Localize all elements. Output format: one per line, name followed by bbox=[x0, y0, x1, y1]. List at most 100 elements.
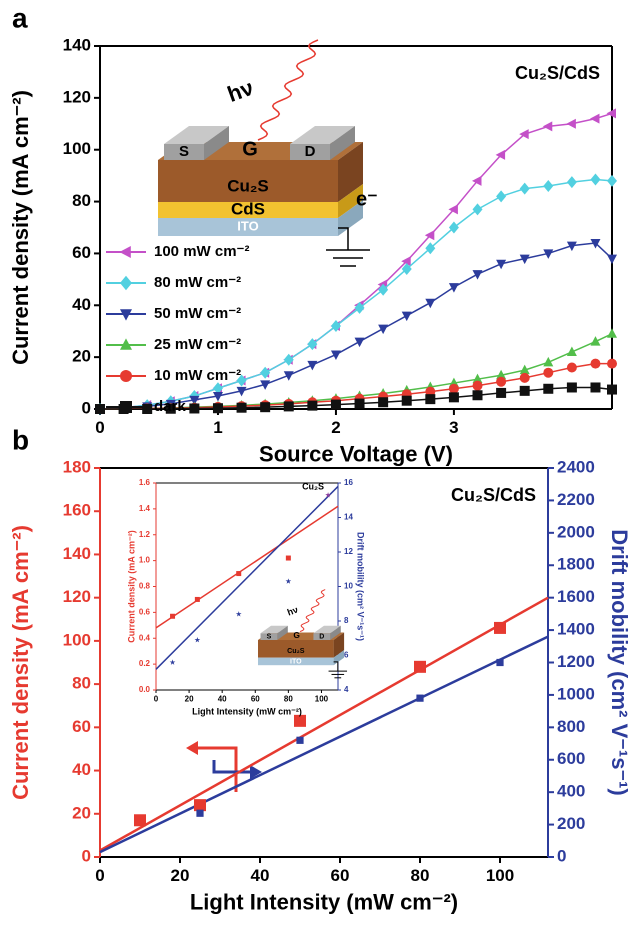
y-tick-label: 140 bbox=[63, 35, 91, 54]
legend-label: 25 mW cm⁻² bbox=[154, 336, 241, 353]
marker bbox=[95, 404, 105, 414]
page: 0123020406080100120140Source Voltage (V)… bbox=[0, 0, 638, 934]
electrode-label: D bbox=[319, 633, 324, 640]
device-layer-label: ITO bbox=[290, 658, 302, 665]
marker bbox=[284, 401, 294, 411]
annotation: Cu₂S/CdS bbox=[451, 485, 536, 505]
electrode-label: S bbox=[179, 143, 189, 160]
marker bbox=[237, 403, 247, 413]
x-tick-label: 60 bbox=[251, 695, 260, 704]
panel-label: a bbox=[12, 2, 28, 33]
marker bbox=[355, 399, 365, 409]
y-tick-label: 180 bbox=[63, 457, 91, 476]
y2-tick-label: 400 bbox=[557, 782, 585, 801]
x-tick-label: 0 bbox=[154, 695, 159, 704]
y-tick-label: 40 bbox=[72, 760, 91, 779]
marker bbox=[425, 394, 435, 404]
y2-tick-label: 12 bbox=[344, 547, 353, 556]
y2-tick-label: 8 bbox=[344, 616, 349, 625]
marker bbox=[496, 388, 506, 398]
marker bbox=[296, 737, 303, 744]
marker bbox=[402, 396, 412, 406]
marker bbox=[567, 363, 577, 373]
x-tick-label: 0 bbox=[95, 866, 104, 885]
y2-tick-label: 0 bbox=[557, 846, 566, 865]
y2-tick-label: 2000 bbox=[557, 522, 595, 541]
y2-tick-label: 1800 bbox=[557, 555, 595, 574]
x-tick-label: 20 bbox=[185, 695, 194, 704]
y2-tick-label: 4 bbox=[344, 685, 349, 694]
y2-tick-label: 1000 bbox=[557, 684, 595, 703]
electron-label: e⁻ bbox=[356, 188, 378, 210]
y-tick-label: 40 bbox=[72, 295, 91, 314]
y-tick-label: 0.0 bbox=[139, 685, 151, 694]
y-tick-label: 100 bbox=[63, 630, 91, 649]
marker bbox=[142, 404, 152, 414]
figure: 0123020406080100120140Source Voltage (V)… bbox=[0, 0, 638, 934]
x-tick-label: 0 bbox=[95, 418, 104, 437]
y2-tick-label: 6 bbox=[344, 651, 349, 660]
y-tick-label: 0 bbox=[82, 398, 91, 417]
electrode-label: S bbox=[267, 633, 272, 640]
x-tick-label: 2 bbox=[331, 418, 340, 437]
y2-axis-label: Drift mobility (cm² V⁻¹s⁻¹) bbox=[356, 532, 366, 641]
x-axis-label: Light Intensity (mW cm⁻²) bbox=[192, 707, 302, 717]
y-tick-label: 0.8 bbox=[139, 582, 151, 591]
marker bbox=[196, 810, 203, 817]
marker bbox=[520, 373, 530, 383]
gate-label: G bbox=[293, 630, 300, 640]
y-tick-label: 60 bbox=[72, 243, 91, 262]
y-tick-label: 1.0 bbox=[139, 556, 151, 565]
y-tick-label: 60 bbox=[72, 717, 91, 736]
marker bbox=[286, 556, 291, 561]
legend-label: 50 mW cm⁻² bbox=[154, 305, 241, 322]
x-tick-label: 40 bbox=[251, 866, 270, 885]
x-axis-label: Light Intensity (mW cm⁻²) bbox=[190, 890, 458, 915]
y2-tick-label: 2200 bbox=[557, 490, 595, 509]
marker bbox=[236, 571, 241, 576]
device-layer-label: ITO bbox=[237, 218, 258, 233]
y-tick-label: 160 bbox=[63, 501, 91, 520]
y-tick-label: 100 bbox=[63, 139, 91, 158]
marker bbox=[170, 614, 175, 619]
legend-label: 100 mW cm⁻² bbox=[154, 243, 249, 260]
marker bbox=[567, 382, 577, 392]
y2-tick-label: 200 bbox=[557, 814, 585, 833]
x-tick-label: 80 bbox=[411, 866, 430, 885]
y-tick-label: 20 bbox=[72, 347, 91, 366]
legend-marker bbox=[120, 370, 132, 382]
marker bbox=[331, 400, 341, 410]
x-tick-label: 80 bbox=[284, 695, 293, 704]
y-tick-label: 0.4 bbox=[139, 633, 151, 642]
y-tick-label: 120 bbox=[63, 587, 91, 606]
marker bbox=[449, 392, 459, 402]
y2-tick-label: 1200 bbox=[557, 652, 595, 671]
marker bbox=[607, 385, 617, 395]
y2-tick-label: 16 bbox=[344, 478, 353, 487]
x-tick-label: 20 bbox=[171, 866, 190, 885]
marker bbox=[195, 597, 200, 602]
marker bbox=[590, 382, 600, 392]
marker bbox=[294, 715, 306, 727]
y-tick-label: 0 bbox=[82, 846, 91, 865]
y-tick-label: 140 bbox=[63, 544, 91, 563]
marker bbox=[496, 377, 506, 387]
device-layer-label: Cu₂S bbox=[227, 176, 269, 195]
y2-tick-label: 1600 bbox=[557, 587, 595, 606]
marker bbox=[473, 381, 483, 391]
marker bbox=[543, 368, 553, 378]
panel-label: b bbox=[12, 424, 29, 455]
legend-marker bbox=[120, 401, 132, 413]
legend-label: 10 mW cm⁻² bbox=[154, 367, 241, 384]
y-tick-label: 0.2 bbox=[139, 659, 151, 668]
y2-axis-label: Drift mobility (cm² V⁻¹s⁻¹) bbox=[607, 529, 632, 795]
device-layer-label: CdS bbox=[231, 199, 265, 218]
electrode-label: D bbox=[305, 143, 316, 160]
marker bbox=[194, 799, 206, 811]
y2-tick-label: 14 bbox=[344, 513, 353, 522]
y-tick-label: 1.4 bbox=[139, 504, 151, 513]
marker bbox=[260, 402, 270, 412]
gate-label: G bbox=[242, 138, 258, 160]
x-tick-label: 1 bbox=[213, 418, 222, 437]
marker bbox=[496, 659, 503, 666]
